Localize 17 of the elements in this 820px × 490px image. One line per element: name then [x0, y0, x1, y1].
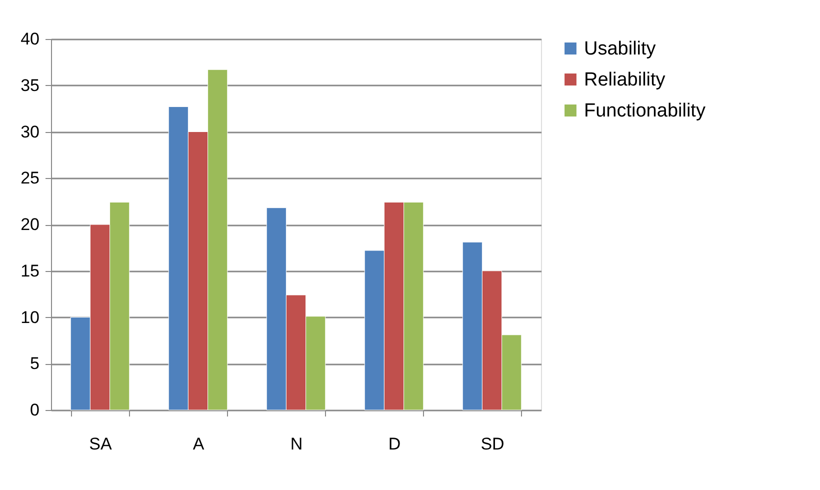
- y-tick-label: 10: [20, 308, 40, 327]
- y-tick-label: 20: [20, 215, 40, 234]
- y-tick-label: 15: [20, 261, 40, 280]
- x-tick-label: A: [192, 434, 205, 454]
- y-tick-label: 25: [20, 168, 40, 188]
- x-tick-label: SD: [480, 434, 504, 454]
- legend-label: Functionability: [584, 100, 706, 122]
- y-tick-label: 35: [20, 76, 40, 95]
- y-tick-label: 40: [20, 30, 40, 48]
- legend-label: Usability: [584, 38, 656, 60]
- y-tick-label: 0: [30, 400, 40, 420]
- legend-label: Reliability: [584, 70, 666, 90]
- x-tick-label: N: [290, 434, 303, 454]
- x-tick-label: SA: [89, 434, 112, 454]
- y-tick-label: 30: [20, 122, 40, 142]
- x-tick-label: D: [388, 434, 401, 454]
- y-tick-label: 5: [30, 354, 40, 374]
